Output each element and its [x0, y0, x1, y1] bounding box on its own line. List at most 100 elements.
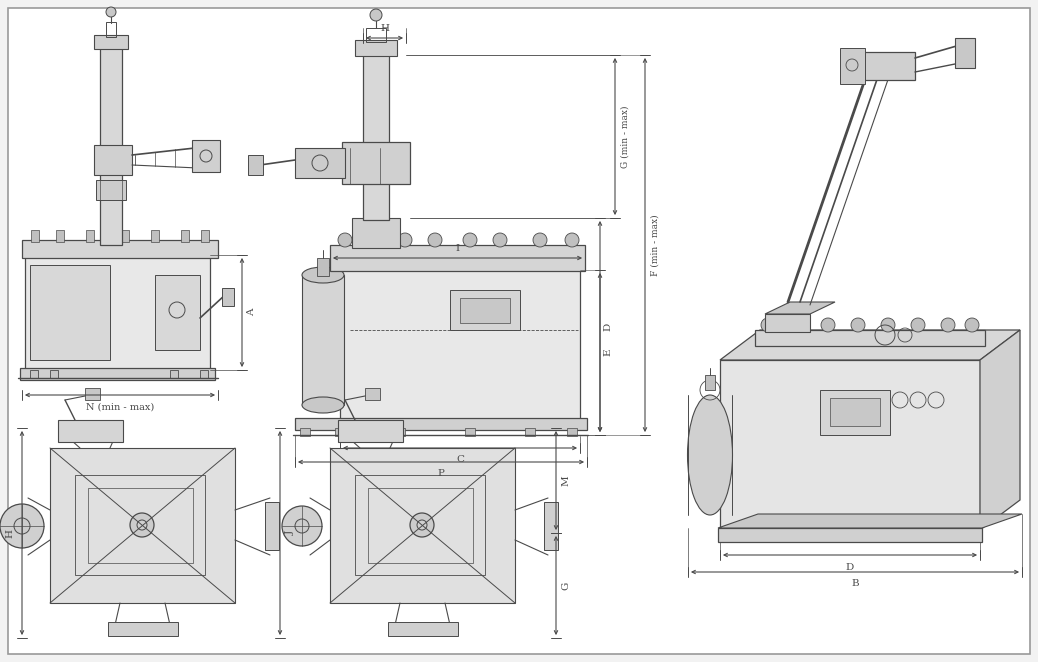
- Ellipse shape: [302, 397, 344, 413]
- Circle shape: [965, 318, 979, 332]
- Bar: [75, 475, 204, 575]
- Circle shape: [493, 233, 507, 247]
- Circle shape: [295, 519, 309, 533]
- Bar: [56, 230, 64, 242]
- Text: F (min - max): F (min - max): [651, 214, 659, 276]
- Bar: [295, 418, 588, 430]
- Bar: [248, 155, 263, 175]
- Circle shape: [791, 318, 805, 332]
- Bar: [30, 370, 38, 378]
- Text: B: B: [851, 579, 858, 589]
- Bar: [121, 230, 129, 242]
- Circle shape: [463, 233, 477, 247]
- Text: A: A: [247, 308, 256, 316]
- Ellipse shape: [687, 395, 733, 515]
- Bar: [86, 230, 94, 242]
- Circle shape: [911, 318, 925, 332]
- Bar: [840, 48, 865, 84]
- Circle shape: [137, 520, 147, 530]
- Bar: [955, 38, 975, 68]
- Polygon shape: [765, 302, 835, 314]
- Bar: [94, 145, 132, 175]
- Circle shape: [370, 9, 382, 21]
- Circle shape: [428, 233, 442, 247]
- Bar: [450, 290, 520, 330]
- Text: E: E: [603, 349, 612, 356]
- Bar: [567, 428, 577, 436]
- Bar: [88, 488, 193, 563]
- Circle shape: [851, 318, 865, 332]
- Bar: [861, 52, 916, 80]
- Circle shape: [941, 318, 955, 332]
- Ellipse shape: [302, 267, 344, 283]
- Circle shape: [821, 318, 835, 332]
- Polygon shape: [980, 330, 1020, 530]
- Bar: [460, 298, 510, 323]
- Bar: [765, 314, 810, 332]
- Circle shape: [565, 233, 579, 247]
- Circle shape: [338, 233, 352, 247]
- Bar: [330, 448, 515, 603]
- Bar: [525, 428, 535, 436]
- Text: C: C: [456, 455, 464, 465]
- Bar: [100, 45, 122, 245]
- Circle shape: [398, 233, 412, 247]
- Bar: [58, 420, 122, 442]
- Circle shape: [532, 233, 547, 247]
- Bar: [317, 258, 329, 276]
- Text: J: J: [285, 531, 295, 535]
- Bar: [94, 35, 128, 49]
- Bar: [20, 368, 215, 380]
- Bar: [192, 140, 220, 172]
- Bar: [295, 148, 345, 178]
- Circle shape: [0, 504, 44, 548]
- Bar: [365, 388, 380, 400]
- Bar: [355, 40, 397, 56]
- Circle shape: [130, 513, 154, 537]
- Circle shape: [761, 318, 775, 332]
- Bar: [201, 230, 209, 242]
- Text: H: H: [5, 528, 15, 538]
- Polygon shape: [720, 330, 1020, 360]
- Bar: [170, 370, 177, 378]
- Bar: [465, 428, 475, 436]
- Bar: [95, 180, 126, 200]
- Bar: [30, 265, 110, 360]
- Text: H: H: [380, 23, 389, 32]
- Text: I: I: [456, 244, 460, 252]
- Bar: [363, 55, 389, 220]
- Text: N (min - max): N (min - max): [86, 402, 154, 412]
- Bar: [368, 488, 473, 563]
- Bar: [200, 370, 208, 378]
- Circle shape: [282, 506, 322, 546]
- Polygon shape: [718, 514, 1022, 528]
- Bar: [335, 428, 345, 436]
- Bar: [106, 22, 116, 37]
- Bar: [222, 288, 234, 306]
- Bar: [300, 428, 310, 436]
- Bar: [718, 528, 982, 542]
- Bar: [302, 275, 344, 405]
- Bar: [755, 330, 985, 346]
- Circle shape: [417, 520, 427, 530]
- Bar: [25, 255, 210, 370]
- Bar: [22, 240, 218, 258]
- Bar: [85, 388, 100, 400]
- Bar: [342, 142, 410, 184]
- Bar: [544, 502, 558, 550]
- Bar: [181, 230, 189, 242]
- Bar: [31, 230, 39, 242]
- Text: D: D: [846, 563, 854, 571]
- Bar: [151, 230, 159, 242]
- Bar: [705, 375, 715, 390]
- Circle shape: [368, 233, 382, 247]
- Text: G (min - max): G (min - max): [621, 105, 629, 167]
- Bar: [338, 420, 403, 442]
- Bar: [720, 360, 980, 530]
- Bar: [155, 275, 200, 350]
- Text: P: P: [438, 469, 444, 479]
- Bar: [265, 502, 279, 550]
- Bar: [50, 448, 235, 603]
- Circle shape: [881, 318, 895, 332]
- Text: G: G: [562, 581, 571, 590]
